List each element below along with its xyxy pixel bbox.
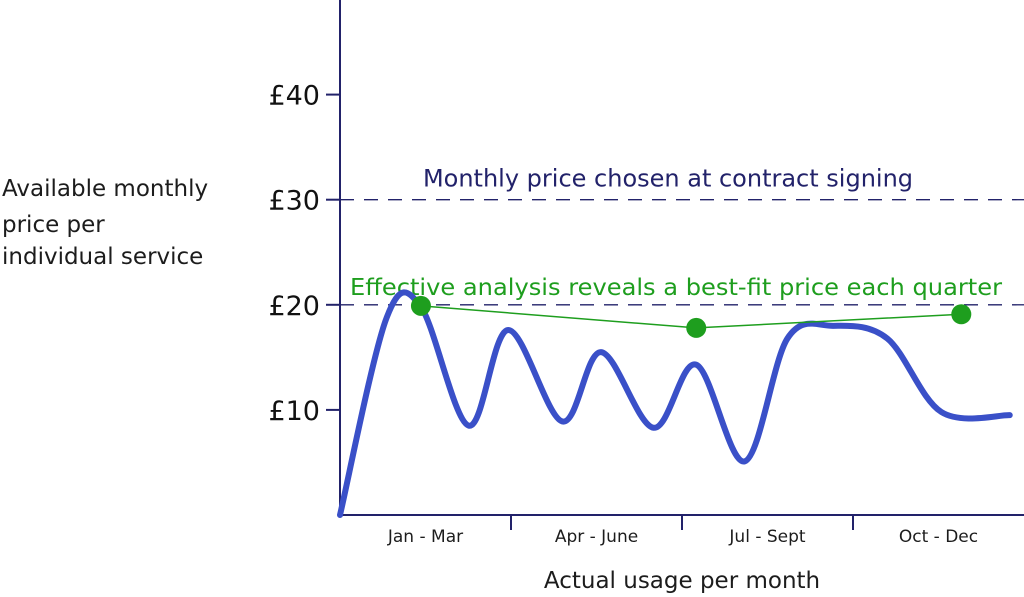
x-axis-title: Actual usage per month [544,568,820,594]
best-fit-point-2 [686,317,707,338]
x-category-label-4: Oct - Dec [899,527,978,547]
x-category-label-3: Jul - Sept [728,527,805,547]
y-tick-label-20: £20 [268,291,320,322]
x-category-label-1: Jan - Mar [387,527,463,547]
contract-price-annotation: Monthly price chosen at contract signing [423,165,913,193]
x-category-label-2: Apr - June [555,527,638,547]
y-axis-label-line-3: individual service [2,244,204,270]
best-fit-annotation: Effective analysis reveals a best-fit pr… [350,275,1003,301]
y-axis-label-line-1: Available monthly [2,176,209,202]
y-tick-label-40: £40 [268,81,320,112]
best-fit-point-3 [951,304,972,325]
y-tick-label-10: £10 [268,396,320,427]
best-fit-point-1 [410,295,431,316]
y-axis-label-line-2: price per [2,212,105,238]
y-tick-label-30: £30 [268,186,320,217]
